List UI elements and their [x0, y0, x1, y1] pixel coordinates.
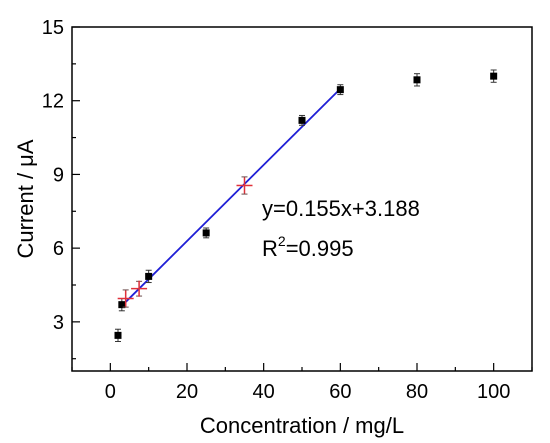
data-point [413, 73, 421, 87]
r-squared-label: R2=0.995 [262, 233, 354, 261]
square-marker [413, 76, 421, 84]
x-tick-label: 60 [329, 381, 351, 403]
square-marker [298, 116, 306, 124]
square-marker [202, 229, 210, 237]
y-tick-labels: 3 6 9 12 15 [42, 17, 64, 334]
y-tick-label: 3 [53, 312, 64, 334]
y-axis-title: Current / μA [13, 139, 38, 258]
x-tick-labels: 0 20 40 60 80 100 [105, 381, 511, 403]
x-tick-label: 100 [477, 381, 510, 403]
square-marker [145, 272, 153, 280]
square-marker [490, 72, 498, 80]
data-point [118, 298, 126, 312]
r-squared-sup: 2 [278, 233, 286, 249]
r-squared-value: =0.995 [286, 236, 354, 261]
square-marker [114, 331, 122, 339]
y-tick-label: 12 [42, 91, 64, 113]
cross-point [236, 176, 253, 195]
data-point [202, 227, 210, 239]
x-axis-title: Concentration / mg/L [200, 413, 404, 438]
data-point [114, 328, 122, 343]
data-point [490, 69, 498, 83]
data-point [336, 84, 344, 96]
r-squared-base: R [262, 236, 278, 261]
x-tick-label: 20 [176, 381, 198, 403]
cross-point [131, 280, 148, 297]
data-point [145, 269, 153, 284]
y-tick-label: 15 [42, 17, 64, 39]
axis-ticks [71, 26, 533, 371]
y-tick-label: 6 [53, 238, 64, 260]
fit-equation: y=0.155x+3.188 [262, 196, 420, 221]
y-tick-label: 9 [53, 164, 64, 186]
square-marker [118, 301, 126, 309]
x-tick-label: 80 [406, 381, 428, 403]
cross-point [117, 289, 134, 308]
square-marker [336, 86, 344, 94]
x-tick-label: 40 [253, 381, 275, 403]
x-tick-label: 0 [105, 381, 116, 403]
data-point [298, 114, 306, 126]
data-points [114, 69, 498, 343]
